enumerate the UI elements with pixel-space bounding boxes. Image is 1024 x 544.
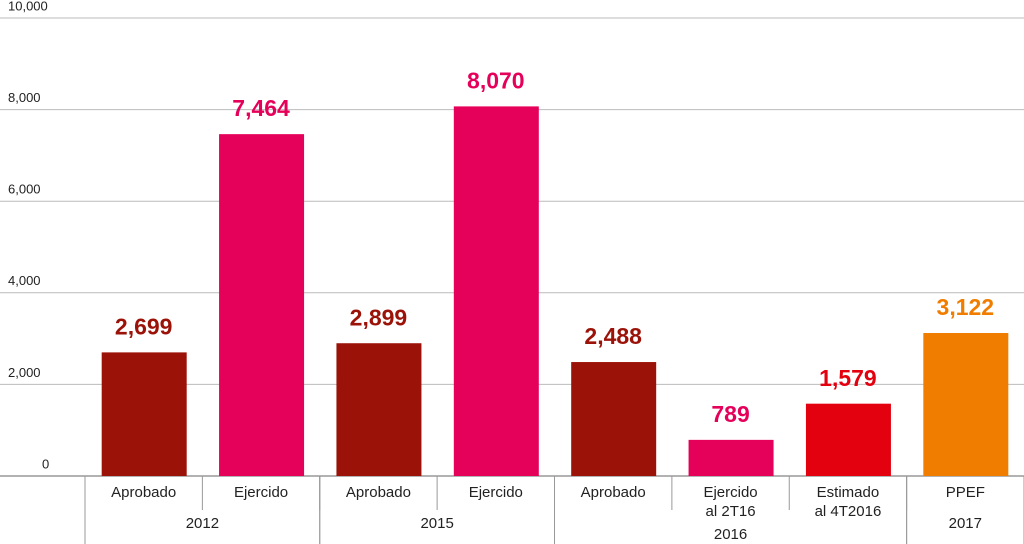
bar xyxy=(101,352,187,476)
x-tick-label: PPEF xyxy=(946,484,985,501)
bar xyxy=(923,333,1009,476)
x-tick-label: Aprobado xyxy=(346,484,411,501)
x-tick-label: al 2T16 xyxy=(706,503,756,520)
value-label: 1,579 xyxy=(819,365,877,391)
x-tick-label: Ejercido xyxy=(234,484,288,501)
x-tick-label: al 4T2016 xyxy=(815,503,882,520)
value-label: 2,488 xyxy=(584,323,642,349)
group-label: 2015 xyxy=(420,515,453,532)
x-tick-label: Aprobado xyxy=(581,484,646,501)
value-label: 8,070 xyxy=(467,67,525,93)
bar xyxy=(688,439,774,476)
group-label: 2017 xyxy=(949,515,982,532)
y-tick-label: 6,000 xyxy=(8,182,41,197)
y-tick-label: 0 xyxy=(42,456,49,471)
group-label: 2016 xyxy=(714,526,747,543)
bar xyxy=(219,134,305,476)
value-label: 7,464 xyxy=(232,95,290,121)
value-label: 789 xyxy=(711,401,749,427)
y-tick-label: 8,000 xyxy=(8,90,41,105)
value-label: 3,122 xyxy=(937,294,995,320)
x-tick-label: Aprobado xyxy=(111,484,176,501)
bar xyxy=(453,106,539,477)
y-tick-label: 10,000 xyxy=(8,0,48,13)
x-tick-label: Ejercido xyxy=(703,484,757,501)
y-tick-label: 4,000 xyxy=(8,273,41,288)
group-label: 2012 xyxy=(186,515,219,532)
y-tick-label: 2,000 xyxy=(8,365,41,380)
bar xyxy=(336,343,422,476)
value-label: 2,699 xyxy=(115,313,173,339)
bar xyxy=(805,403,891,476)
value-label: 2,899 xyxy=(350,304,408,330)
x-tick-label: Ejercido xyxy=(469,484,523,501)
x-tick-label: Estimado xyxy=(817,484,880,501)
bar xyxy=(571,362,657,476)
